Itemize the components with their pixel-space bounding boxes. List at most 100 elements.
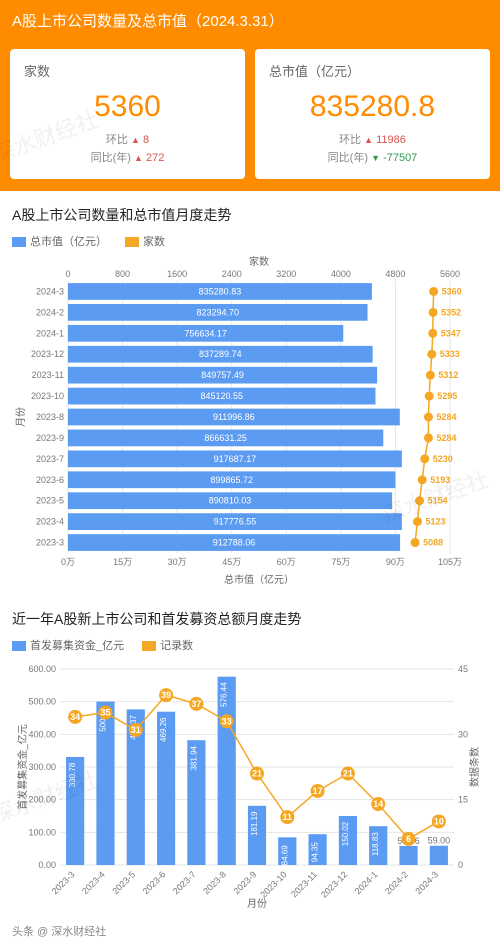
svg-text:5312: 5312 (438, 370, 458, 380)
svg-text:4000: 4000 (331, 269, 351, 279)
svg-text:837289.74: 837289.74 (199, 349, 242, 359)
svg-text:5154: 5154 (428, 496, 448, 506)
svg-text:总市值（亿元）: 总市值（亿元） (224, 573, 294, 585)
svg-text:500.00: 500.00 (28, 697, 56, 707)
svg-text:37: 37 (191, 699, 201, 709)
svg-text:5333: 5333 (440, 349, 460, 359)
chart2-legend: 首发募集资金_亿元 记录数 (0, 637, 500, 659)
svg-text:45: 45 (458, 664, 468, 674)
svg-text:5284: 5284 (436, 433, 456, 443)
svg-text:数据条数: 数据条数 (468, 747, 481, 787)
svg-text:5352: 5352 (441, 308, 461, 318)
svg-text:2024-3: 2024-3 (36, 287, 64, 297)
card-value: 835280.8 (269, 90, 476, 124)
svg-text:300.00: 300.00 (28, 762, 56, 772)
chart2-title: 近一年A股新上市公司和首发募资总额月度走势 (0, 595, 500, 637)
svg-text:2024-1: 2024-1 (36, 328, 64, 338)
svg-text:756634.17: 756634.17 (184, 328, 227, 338)
svg-text:2023-9: 2023-9 (36, 433, 64, 443)
card-title: 家数 (24, 61, 231, 80)
svg-text:0: 0 (458, 860, 463, 870)
svg-text:917687.17: 917687.17 (214, 454, 257, 464)
page-title: A股上市公司数量及总市值（2024.3.31） (0, 0, 500, 41)
chart1-title: A股上市公司数量和总市值月度走势 (0, 191, 500, 233)
svg-text:911996.86: 911996.86 (213, 412, 255, 422)
svg-text:2023-12: 2023-12 (319, 870, 349, 900)
svg-text:21: 21 (343, 769, 353, 779)
svg-text:0万: 0万 (61, 557, 75, 567)
svg-text:84.69: 84.69 (280, 845, 289, 866)
svg-text:2023-6: 2023-6 (36, 475, 64, 485)
svg-text:2023-8: 2023-8 (201, 870, 228, 897)
svg-text:400.00: 400.00 (28, 730, 56, 740)
chart1: 家数0800160024003200400048005600总市值（亿元）0万1… (0, 255, 500, 595)
svg-text:21: 21 (252, 769, 262, 779)
svg-text:100.00: 100.00 (28, 828, 56, 838)
svg-text:2023-3: 2023-3 (36, 538, 64, 548)
svg-text:11: 11 (283, 812, 293, 822)
svg-text:2023-10: 2023-10 (258, 870, 288, 900)
chart2: 0.00 100.00 200.00 300.00 400.00 500.00 600.00… (0, 659, 500, 919)
svg-text:2023-6: 2023-6 (141, 870, 168, 897)
delta-mom: 环比 ▲ 11986 (339, 134, 406, 146)
legend-item-mcap: 总市值（亿元） (12, 233, 107, 249)
svg-text:2023-5: 2023-5 (110, 870, 137, 897)
svg-text:2023-11: 2023-11 (289, 870, 319, 900)
svg-text:381.94: 381.94 (189, 746, 198, 771)
svg-text:2023-8: 2023-8 (36, 412, 64, 422)
legend-item-records: 记录数 (142, 637, 193, 653)
legend-swatch (12, 237, 26, 247)
chart1-svg: 家数0800160024003200400048005600总市值（亿元）0万1… (12, 255, 488, 585)
chart2-svg: 0.00 100.00 200.00 300.00 400.00 500.00 600.00… (12, 659, 488, 909)
svg-text:2023-4: 2023-4 (36, 517, 64, 527)
svg-text:2024-2: 2024-2 (383, 870, 410, 897)
svg-text:823294.70: 823294.70 (196, 308, 239, 318)
footer-source: 头条 @ 深水财经社 (0, 919, 500, 949)
svg-text:5088: 5088 (423, 538, 443, 548)
svg-text:5123: 5123 (425, 517, 445, 527)
svg-text:0: 0 (65, 269, 70, 279)
svg-text:30万: 30万 (168, 557, 187, 567)
card-value: 5360 (24, 90, 231, 124)
delta-mom: 环比 ▲ 8 (106, 134, 149, 146)
svg-text:5284: 5284 (436, 412, 456, 422)
svg-text:45万: 45万 (222, 557, 241, 567)
svg-text:家数: 家数 (249, 255, 269, 268)
card-deltas: 环比 ▲ 8 同比(年) ▲ 272 (24, 132, 231, 167)
svg-text:576.44: 576.44 (220, 682, 229, 707)
svg-text:5347: 5347 (441, 328, 461, 338)
svg-text:118.83: 118.83 (371, 832, 380, 856)
svg-text:10: 10 (434, 817, 444, 827)
svg-text:200.00: 200.00 (28, 795, 56, 805)
svg-text:835280.83: 835280.83 (199, 287, 242, 297)
stat-cards-row: 家数 5360 环比 ▲ 8 同比(年) ▲ 272 总市值（亿元） 83528… (0, 41, 500, 191)
svg-text:2023-7: 2023-7 (36, 454, 64, 464)
svg-text:2023-3: 2023-3 (50, 870, 77, 897)
svg-text:105万: 105万 (438, 557, 462, 567)
svg-text:34: 34 (70, 712, 80, 722)
svg-text:2024-1: 2024-1 (353, 870, 380, 897)
svg-text:5600: 5600 (440, 269, 460, 279)
svg-text:30: 30 (458, 730, 468, 740)
stat-card-count: 家数 5360 环比 ▲ 8 同比(年) ▲ 272 (10, 49, 245, 179)
chart1-legend: 总市值（亿元） 家数 (0, 233, 500, 255)
svg-text:0.00: 0.00 (38, 860, 56, 870)
svg-text:94.35: 94.35 (311, 842, 320, 863)
svg-text:181.19: 181.19 (250, 811, 259, 836)
svg-text:912788.06: 912788.06 (213, 538, 256, 548)
svg-text:5360: 5360 (442, 287, 462, 297)
svg-text:330.78: 330.78 (68, 762, 77, 787)
svg-text:14: 14 (373, 799, 383, 809)
svg-text:5295: 5295 (437, 391, 457, 401)
svg-text:2023-7: 2023-7 (171, 870, 198, 897)
svg-text:3200: 3200 (276, 269, 296, 279)
svg-text:600.00: 600.00 (28, 664, 56, 674)
svg-text:2023-4: 2023-4 (80, 870, 107, 897)
legend-item-fund: 首发募集资金_亿元 (12, 637, 124, 653)
svg-text:90万: 90万 (386, 557, 405, 567)
svg-text:59.00: 59.00 (428, 836, 451, 846)
svg-text:5230: 5230 (433, 454, 453, 464)
svg-text:15: 15 (458, 795, 468, 805)
svg-text:845120.55: 845120.55 (200, 391, 243, 401)
delta-yoy: 同比(年) ▲ 272 (91, 152, 165, 164)
